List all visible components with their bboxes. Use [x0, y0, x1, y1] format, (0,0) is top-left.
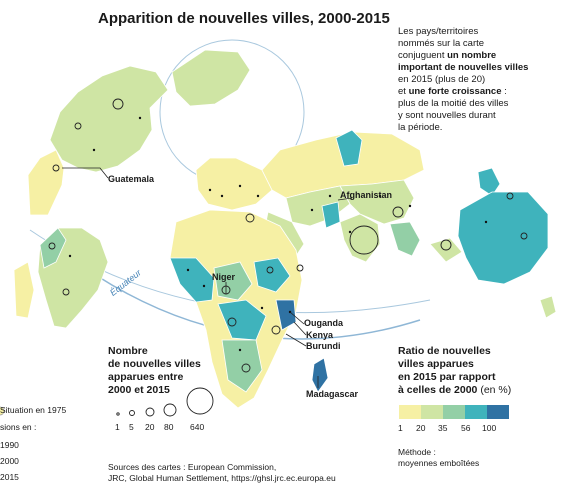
ratio-tick: 1	[398, 423, 403, 433]
time-legend-1990: 1990	[0, 440, 19, 450]
new-zealand	[539, 295, 557, 319]
label-madagascar: Madagascar	[306, 389, 359, 399]
ratio-color-scale	[399, 405, 509, 419]
ratio-tick: 56	[461, 423, 471, 433]
small-dots	[68, 116, 488, 352]
size-value: 20	[145, 422, 155, 432]
label-guatemala: Guatemala	[108, 174, 155, 184]
ratio-tick: 35	[438, 423, 448, 433]
ratio-tick: 100	[482, 423, 497, 433]
congo-region	[217, 299, 267, 341]
size-value: 80	[164, 422, 174, 432]
selection-note: Les pays/territoires nommés sur la carte…	[398, 26, 529, 133]
time-legend-2000: 2000	[0, 456, 19, 466]
ratio-tick: 20	[416, 423, 426, 433]
europe	[195, 157, 273, 211]
niger-region	[213, 261, 253, 301]
southern-africa	[221, 339, 263, 393]
label-niger: Niger	[212, 272, 236, 282]
time-legend-2015: 2015	[0, 472, 19, 482]
south-america-north	[39, 227, 67, 269]
ratio-legend-title: Ratio de nouvelles villes apparues en 20…	[398, 345, 512, 396]
leader-lines	[62, 167, 353, 388]
andes-coast	[13, 261, 35, 319]
afghanistan-shape	[321, 201, 341, 229]
size-value: 1	[115, 422, 120, 432]
time-legend-situation: Situation en 1975	[0, 405, 67, 415]
ratio-swatch-4	[487, 405, 509, 419]
map-title: Apparition de nouvelles villes, 2000-201…	[98, 10, 390, 27]
label-kenya: Kenya	[306, 330, 334, 340]
mexico-central-america	[27, 149, 65, 216]
size-value: 5	[129, 422, 134, 432]
greenland	[171, 49, 251, 107]
siberia-north	[335, 129, 363, 167]
time-legend-marks	[0, 406, 5, 416]
australia	[457, 191, 549, 285]
size-legend-circles	[116, 387, 214, 417]
china	[339, 179, 415, 225]
india	[339, 213, 381, 263]
madagascar-shape	[311, 357, 329, 393]
north-america	[49, 65, 169, 173]
ratio-swatch-0	[399, 405, 421, 419]
east-africa	[275, 299, 297, 331]
ratio-swatch-2	[443, 405, 465, 419]
time-legend-sions: sions en :	[0, 422, 37, 432]
label-afghanistan: Afghanistan	[340, 190, 393, 200]
papua	[477, 167, 501, 197]
label-ouganda: Ouganda	[304, 318, 344, 328]
label-burundi: Burundi	[306, 341, 341, 351]
ratio-swatch-1	[421, 405, 443, 419]
size-value: 640	[190, 422, 205, 432]
ratio-swatch-3	[465, 405, 487, 419]
city-circles	[48, 98, 528, 373]
method-note: Méthode : moyennes emboîtées	[398, 447, 480, 468]
size-legend-title: Nombre de nouvelles villes apparues entr…	[108, 345, 201, 396]
sudan-region	[253, 257, 291, 293]
southeast-asia	[389, 221, 421, 257]
west-africa	[169, 257, 215, 303]
sources: Sources des cartes : European Commission…	[108, 462, 336, 483]
